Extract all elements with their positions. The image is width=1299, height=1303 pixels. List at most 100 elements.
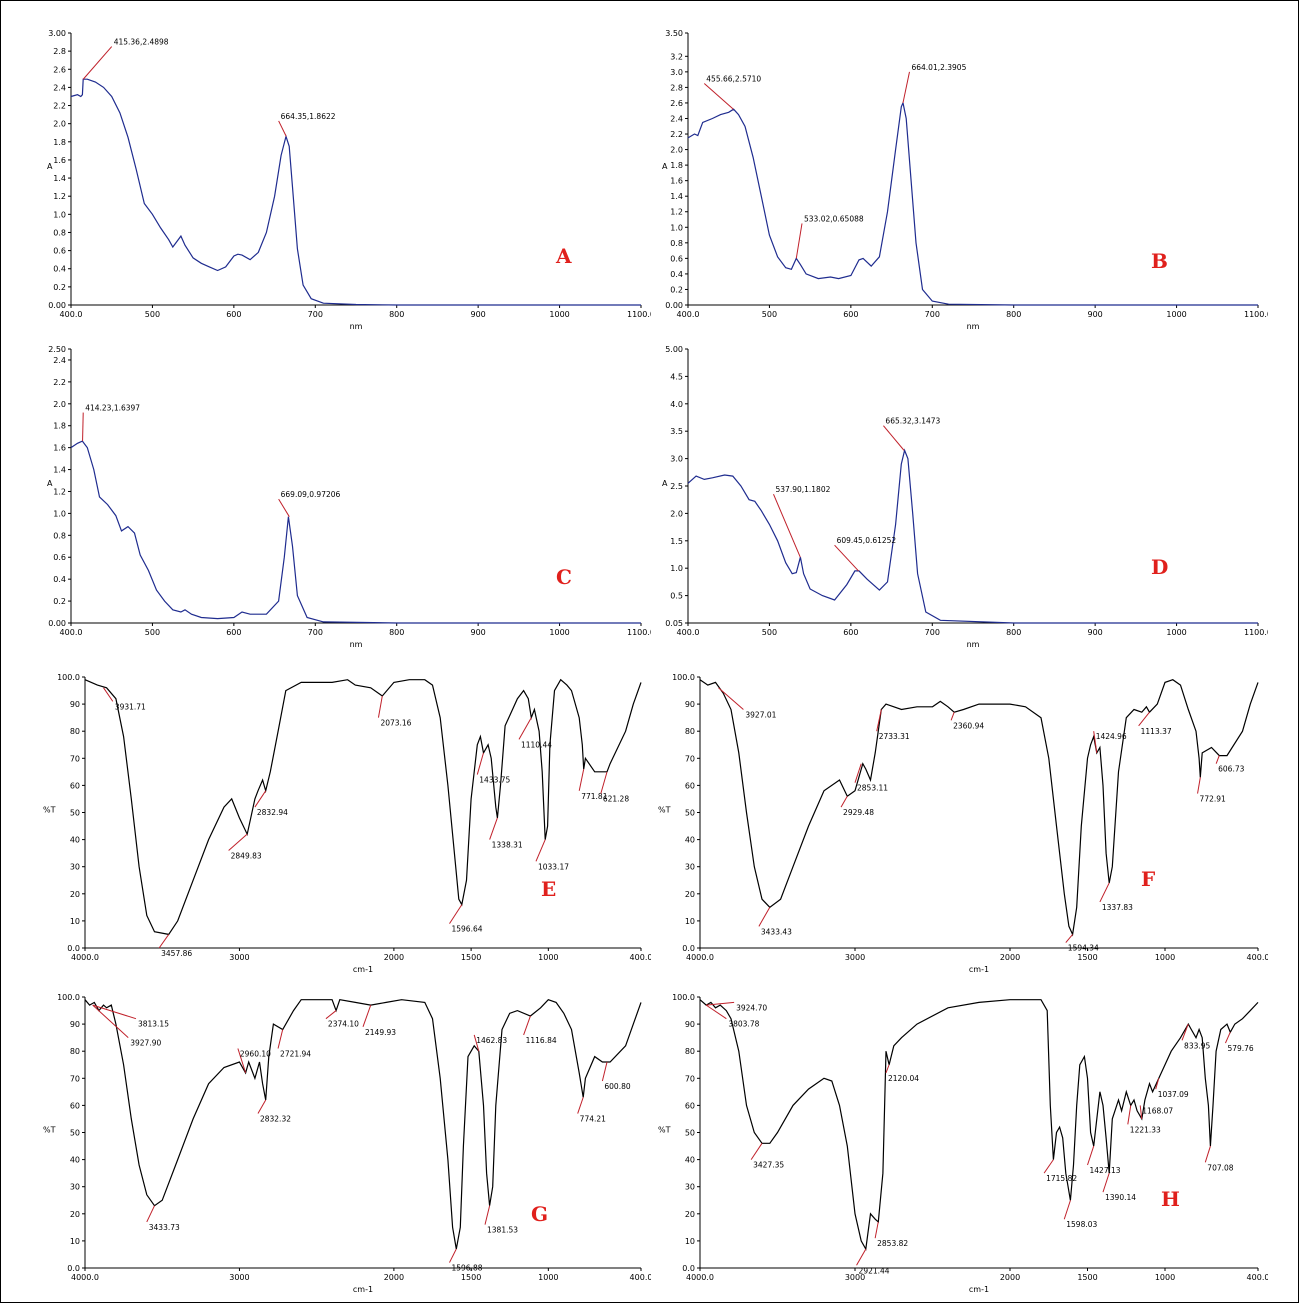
- y-tick-label: 3.2: [670, 52, 683, 61]
- y-tick-label: 2.6: [53, 65, 66, 74]
- chart-svg: 400.0 500 600 700 800 900 1000 1100.0 0.05 0.5 1.0…: [662, 345, 1268, 649]
- x-tick-label: 800: [1006, 310, 1021, 319]
- y-tick-label: 80: [685, 727, 695, 736]
- y-tick-label: 2.0: [670, 509, 683, 518]
- peak-label: 3433.73: [149, 1223, 180, 1232]
- y-tick-label: 60: [685, 1101, 695, 1110]
- y-tick-label: 3.0: [670, 455, 683, 464]
- chart-svg: 4000.0 3000 2000 1500 1000 400.0 0.0 10 20 30 40 50…: [43, 673, 651, 974]
- x-axis-label: cm-1: [969, 1285, 989, 1294]
- x-tick-label: 1000: [1166, 628, 1186, 637]
- chart-svg: 400.0 500 600 700 800 900 1000 1100.0 0.00 0.2 0.4…: [662, 29, 1268, 331]
- x-tick-label: 2000: [384, 1273, 404, 1282]
- peak-marker-line: [1065, 934, 1074, 943]
- x-tick-label: 700: [308, 310, 323, 319]
- peak-marker-line: [1204, 1145, 1211, 1163]
- y-tick-label: 20: [70, 1210, 80, 1219]
- y-axis-label: %T: [43, 1126, 56, 1135]
- y-tick-label: 60: [70, 781, 80, 790]
- peak-marker-line: [1087, 1145, 1095, 1166]
- y-tick-label: 5.00: [665, 345, 683, 354]
- peak-label: 1381.53: [487, 1226, 518, 1235]
- peak-marker-line: [1043, 1159, 1054, 1174]
- peak-marker-line: [1215, 755, 1220, 764]
- peak-label: 707.08: [1207, 1163, 1233, 1172]
- spectrum-line: [70, 78, 641, 306]
- peak-label: 455.66,2.5710: [706, 75, 761, 84]
- peak-marker-line: [883, 425, 905, 451]
- peak-marker-line: [718, 687, 744, 710]
- peak-marker-line: [705, 1004, 727, 1020]
- y-tick-label: 90: [70, 1020, 80, 1029]
- peak-marker-line: [257, 1099, 267, 1114]
- x-tick-label: 900: [1088, 628, 1103, 637]
- peak-label: 1037.09: [1158, 1090, 1189, 1099]
- peak-label: 1390.14: [1105, 1193, 1136, 1202]
- peak-marker-line: [473, 1034, 480, 1052]
- peak-label: 2832.32: [260, 1115, 291, 1124]
- y-tick-label: 1.6: [670, 177, 683, 186]
- y-tick-label: 2.0: [53, 400, 66, 409]
- y-tick-label: 1.8: [53, 138, 66, 147]
- peak-label: 2832.94: [257, 808, 288, 817]
- y-tick-label: 0.6: [53, 247, 66, 256]
- peak-label: 2360.94: [953, 721, 984, 730]
- x-tick-label: 1000: [549, 628, 569, 637]
- peak-label: 772.91: [1200, 795, 1226, 804]
- peak-label: 609.45,0.61252: [837, 536, 897, 545]
- panel-letter: H: [1161, 1187, 1180, 1211]
- panel-letter: C: [556, 565, 572, 589]
- y-tick-label: 2.8: [670, 83, 683, 92]
- peak-marker-line: [902, 71, 910, 104]
- spectrum-line: [699, 999, 1259, 1251]
- x-axis-label: nm: [967, 640, 980, 649]
- peak-label: 2073.16: [380, 719, 411, 728]
- y-tick-label: 30: [70, 863, 80, 872]
- peak-marker-line: [518, 717, 532, 740]
- peak-label: 1596.64: [451, 925, 482, 934]
- chart-panel-f: 4000.0 3000 2000 1500 1000 400.0 0.0 10 20 30 40 50…: [656, 661, 1268, 976]
- y-tick-label: 0.2: [53, 283, 66, 292]
- peak-marker-line: [476, 752, 484, 775]
- y-tick-label: 3.50: [665, 29, 683, 38]
- peak-label: 621.28: [603, 795, 629, 804]
- spectrum-line: [84, 999, 642, 1250]
- spectrum-line: [84, 678, 642, 936]
- y-axis-label: %T: [658, 1126, 671, 1135]
- y-tick-label: 0.4: [53, 265, 66, 274]
- x-tick-label: 4000.0: [686, 953, 714, 962]
- peak-marker-line: [885, 1064, 890, 1074]
- peak-marker-line: [237, 1048, 247, 1074]
- y-tick-label: 0.0: [682, 1264, 695, 1273]
- x-tick-label: 900: [471, 628, 486, 637]
- peak-marker-line: [840, 795, 848, 808]
- x-tick-label: 4000.0: [71, 953, 99, 962]
- peak-marker-line: [600, 771, 608, 794]
- peak-marker-line: [795, 223, 803, 259]
- y-tick-label: 2.50: [48, 345, 66, 354]
- x-axis-label: nm: [350, 322, 363, 331]
- peak-marker-line: [601, 1061, 608, 1082]
- x-tick-label: 1100.0: [1244, 628, 1268, 637]
- y-tick-label: 90: [685, 700, 695, 709]
- x-tick-label: 500: [762, 310, 777, 319]
- y-tick-label: 2.0: [53, 120, 66, 129]
- peak-marker-line: [773, 494, 801, 558]
- y-tick-label: 3.0: [670, 68, 683, 77]
- peak-marker-line: [577, 1097, 584, 1114]
- x-tick-label: 400.0: [677, 628, 700, 637]
- x-tick-label: 400.0: [60, 310, 83, 319]
- peak-marker-line: [484, 1205, 491, 1225]
- x-tick-label: 1000: [1155, 953, 1175, 962]
- x-tick-label: 1100.0: [627, 310, 651, 319]
- y-axis-label: A: [47, 162, 53, 171]
- x-tick-label: 3000: [845, 953, 865, 962]
- peak-marker-line: [325, 1010, 337, 1020]
- y-tick-label: 2.0: [670, 146, 683, 155]
- peak-label: 1598.03: [1066, 1220, 1097, 1229]
- peak-label: 3813.15: [138, 1020, 169, 1029]
- x-tick-label: 700: [308, 628, 323, 637]
- y-tick-label: 2.4: [53, 356, 66, 365]
- x-tick-label: 1500: [1077, 1273, 1097, 1282]
- peak-label: 1462.83: [476, 1036, 507, 1045]
